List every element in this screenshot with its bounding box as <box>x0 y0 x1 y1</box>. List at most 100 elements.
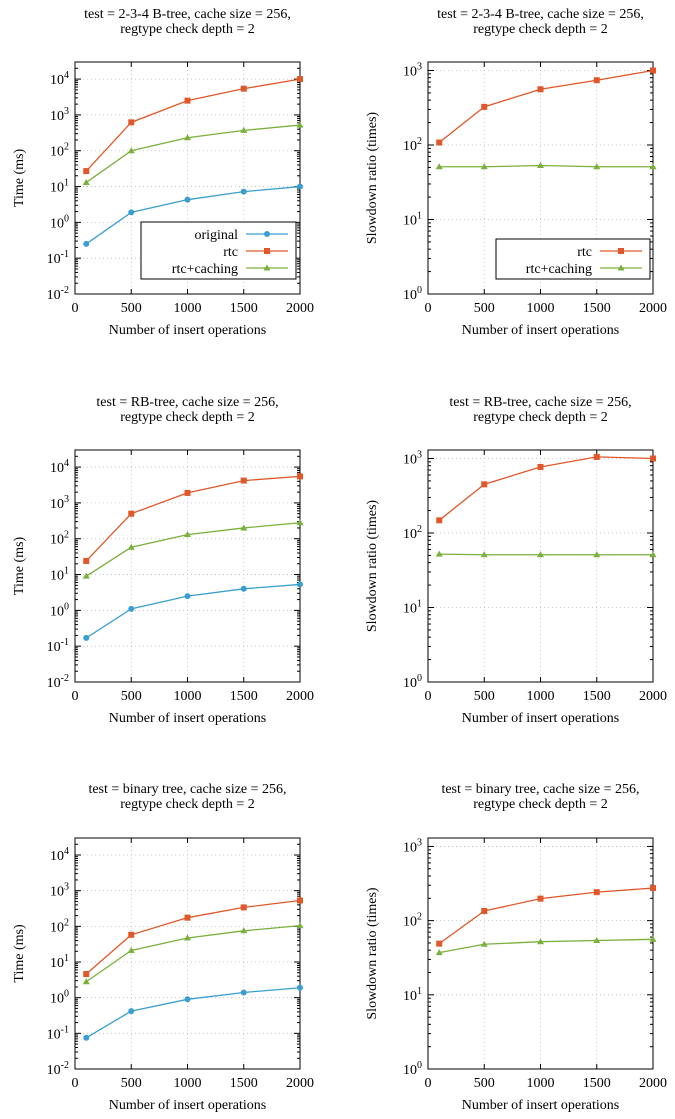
legend-label: rtc+caching <box>172 262 238 277</box>
y-tick-label: 100 <box>403 1060 422 1078</box>
series-rtc <box>436 885 656 947</box>
chart-subtitle: regtype check depth = 2 <box>120 797 255 812</box>
chart-title: test = RB-tree, cache size = 256, <box>449 395 631 410</box>
data-point <box>297 76 303 82</box>
series-line <box>439 939 653 952</box>
chart-title: test = 2-3-4 B-tree, cache size = 256, <box>437 7 644 22</box>
series-rtc <box>83 76 303 174</box>
data-point <box>83 971 89 977</box>
data-point <box>83 978 90 984</box>
legend: rtc rtc+caching <box>496 239 650 279</box>
y-tick-label: 10-2 <box>47 673 69 691</box>
data-point <box>297 985 303 991</box>
series-line <box>439 166 653 167</box>
chart-subtitle: regtype check depth = 2 <box>120 22 255 37</box>
y-tick-label: 10-2 <box>47 1060 69 1078</box>
y-tick-label: 101 <box>50 953 69 971</box>
chart-title: test = binary tree, cache size = 256, <box>441 782 639 797</box>
x-tick-label: 1500 <box>583 689 611 704</box>
series-rtc_caching <box>436 936 657 955</box>
x-tick-label: 1500 <box>230 301 258 316</box>
chart-4: test = RB-tree, cache size = 256,regtype… <box>365 395 667 726</box>
x-tick-label: 500 <box>474 689 495 704</box>
data-point <box>297 922 304 928</box>
x-tick-label: 0 <box>72 301 79 316</box>
data-point <box>538 86 544 92</box>
data-point <box>241 904 247 910</box>
series-line <box>86 584 300 638</box>
data-point <box>594 889 600 895</box>
y-axis-label: Time (ms) <box>12 149 27 208</box>
data-point <box>297 519 304 525</box>
data-point <box>185 593 191 599</box>
chart-3: test = RB-tree, cache size = 256,regtype… <box>12 395 314 726</box>
x-tick-label: 500 <box>121 301 142 316</box>
x-axis-label: Number of insert operations <box>462 711 619 726</box>
x-tick-label: 0 <box>425 301 432 316</box>
series-original <box>83 581 303 641</box>
y-tick-label: 102 <box>403 136 422 154</box>
data-point <box>594 454 600 460</box>
data-point <box>128 932 134 938</box>
y-tick-label: 101 <box>50 566 69 584</box>
y-tick-label: 102 <box>50 142 69 160</box>
series-line <box>439 457 653 520</box>
data-point <box>128 119 134 125</box>
x-tick-label: 2000 <box>286 1076 314 1091</box>
x-tick-label: 500 <box>474 1076 495 1091</box>
y-tick-label: 100 <box>50 601 69 619</box>
y-tick-label: 103 <box>50 106 69 124</box>
data-point <box>241 989 247 995</box>
y-axis-label: Slowdown ratio (times) <box>365 500 380 633</box>
legend-label: original <box>194 228 238 243</box>
data-point <box>128 511 134 517</box>
data-point <box>264 231 270 237</box>
data-point <box>650 455 656 461</box>
series-line <box>86 125 300 182</box>
series-line <box>86 926 300 982</box>
data-point <box>83 241 89 247</box>
series-rtc_caching <box>83 519 304 578</box>
legend-label: rtc <box>223 245 238 260</box>
series-rtc_caching <box>83 122 304 185</box>
x-tick-label: 1000 <box>527 689 555 704</box>
y-tick-label: 103 <box>50 882 69 900</box>
data-point <box>481 104 487 110</box>
y-tick-label: 10-1 <box>47 637 69 655</box>
series-line <box>86 79 300 171</box>
data-point <box>185 490 191 496</box>
series-line <box>86 476 300 561</box>
data-point <box>241 478 247 484</box>
series-rtc_caching <box>436 162 657 169</box>
data-point <box>297 898 303 904</box>
data-point <box>185 915 191 921</box>
legend-label: rtc+caching <box>526 262 592 277</box>
x-tick-label: 0 <box>425 689 432 704</box>
series-rtc <box>436 454 656 523</box>
x-tick-label: 2000 <box>286 689 314 704</box>
y-tick-label: 10-1 <box>47 1024 69 1042</box>
series-rtc_caching <box>83 922 304 984</box>
x-tick-label: 0 <box>425 1076 432 1091</box>
data-point <box>128 606 134 612</box>
x-tick-label: 500 <box>121 689 142 704</box>
x-tick-label: 1000 <box>174 1076 202 1091</box>
y-tick-label: 103 <box>403 837 422 855</box>
data-point <box>297 473 303 479</box>
x-tick-label: 1000 <box>174 301 202 316</box>
data-point <box>83 635 89 641</box>
data-point <box>83 179 90 185</box>
chart-subtitle: regtype check depth = 2 <box>473 22 608 37</box>
chart-2: test = 2-3-4 B-tree, cache size = 256,re… <box>365 7 667 338</box>
y-tick-label: 103 <box>403 61 422 79</box>
data-point <box>185 98 191 104</box>
data-point <box>538 896 544 902</box>
data-point <box>481 908 487 914</box>
data-point <box>618 248 624 254</box>
data-point <box>297 581 303 587</box>
data-point <box>241 189 247 195</box>
x-tick-label: 2000 <box>639 689 667 704</box>
data-point <box>241 86 247 92</box>
y-tick-label: 102 <box>50 530 69 548</box>
chart-6: test = binary tree, cache size = 256,reg… <box>365 782 667 1113</box>
